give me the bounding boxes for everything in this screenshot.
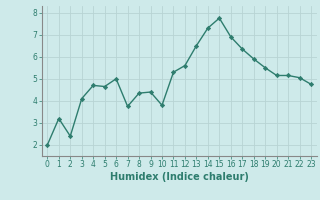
X-axis label: Humidex (Indice chaleur): Humidex (Indice chaleur): [110, 172, 249, 182]
